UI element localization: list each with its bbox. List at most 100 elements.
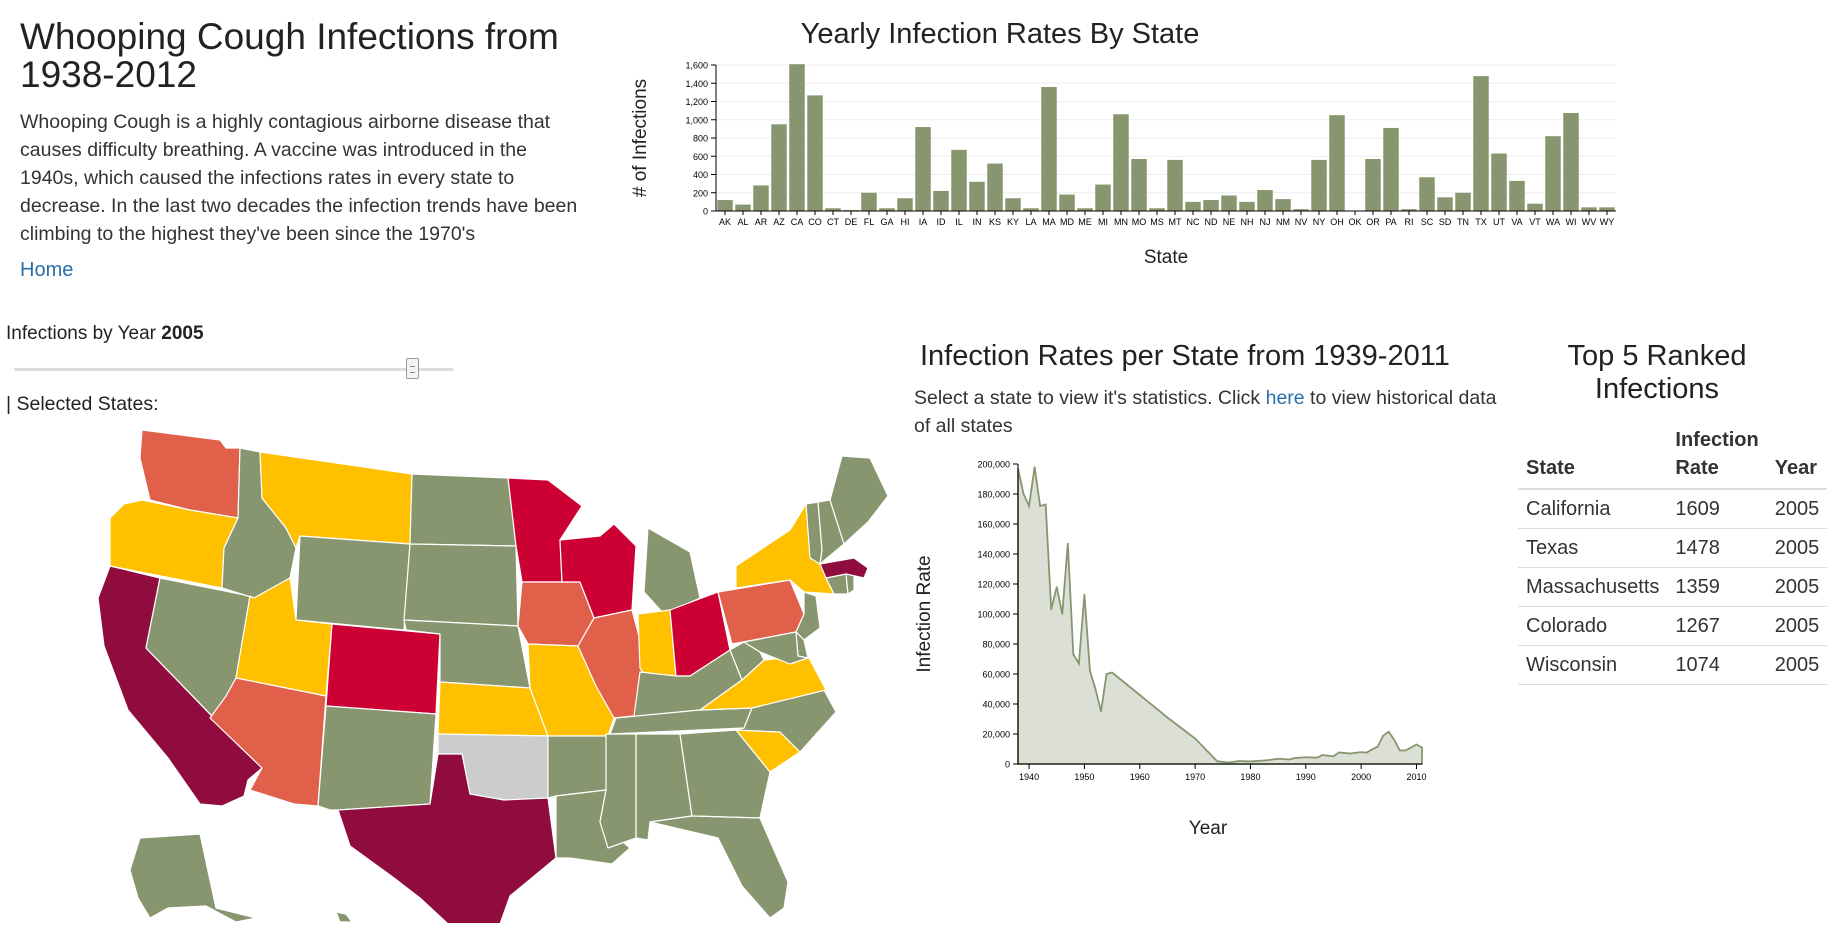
bar-WY[interactable]	[1599, 207, 1615, 211]
state-me[interactable]	[829, 455, 889, 545]
year-label-prefix: Infections by Year	[6, 323, 156, 344]
area-point	[1304, 756, 1307, 759]
area-point	[1393, 739, 1396, 741]
bar-KY[interactable]	[1005, 198, 1021, 211]
home-link[interactable]: Home	[20, 259, 74, 281]
area-point	[1382, 734, 1385, 737]
bar-NH[interactable]	[1239, 201, 1255, 211]
state-ms[interactable]	[599, 733, 637, 849]
state-co[interactable]	[325, 623, 441, 715]
bar-OH[interactable]	[1329, 115, 1345, 211]
bar-MO[interactable]	[1131, 158, 1147, 211]
bar-VT[interactable]	[1527, 203, 1543, 211]
bar-NJ[interactable]	[1257, 190, 1273, 211]
area-series[interactable]	[1017, 466, 1423, 765]
state-nd[interactable]	[409, 473, 517, 547]
state-hi[interactable]	[335, 911, 353, 923]
bar-y-tick-label: 1,200	[685, 97, 708, 107]
bar-VA[interactable]	[1509, 180, 1525, 211]
bar-ME[interactable]	[1077, 208, 1093, 211]
bar-NE[interactable]	[1221, 195, 1237, 211]
state-ia[interactable]	[517, 581, 595, 647]
state-md[interactable]	[743, 631, 809, 665]
bar-AR[interactable]	[753, 185, 769, 211]
area-point	[1028, 505, 1030, 507]
bar-RI[interactable]	[1401, 209, 1417, 211]
historical-data-link[interactable]: here	[1265, 387, 1305, 409]
state-ga[interactable]	[679, 729, 771, 819]
state-tx[interactable]	[337, 753, 557, 923]
state-wv[interactable]	[729, 641, 765, 681]
state-nm[interactable]	[317, 705, 437, 811]
bar-SC[interactable]	[1419, 177, 1435, 211]
state-wy[interactable]	[295, 535, 411, 631]
state-nh[interactable]	[817, 499, 845, 565]
bar-AK[interactable]	[717, 200, 733, 211]
bar-KS[interactable]	[987, 163, 1003, 211]
bar-TX[interactable]	[1473, 76, 1489, 211]
bar-GA[interactable]	[879, 208, 895, 211]
cell-state: Texas	[1518, 528, 1668, 568]
header-infection-rate: Infection Rate	[1667, 420, 1767, 490]
bar-MD[interactable]	[1059, 194, 1075, 211]
top5-header-row: State Infection Rate Year	[1518, 420, 1828, 490]
line-y-tick-label: 20,000	[982, 730, 1010, 740]
bar-AZ[interactable]	[771, 124, 787, 211]
bar-MN[interactable]	[1113, 114, 1129, 211]
bar-MA[interactable]	[1041, 86, 1057, 211]
bar-x-tick-label: OK	[1348, 217, 1361, 227]
state-ar[interactable]	[547, 735, 609, 799]
bar-HI[interactable]	[897, 198, 913, 211]
bar-SD[interactable]	[1437, 197, 1453, 211]
state-ak[interactable]	[129, 833, 257, 923]
bar-x-tick-label: MD	[1060, 217, 1074, 227]
bar-MT[interactable]	[1167, 159, 1183, 211]
state-fl[interactable]	[649, 815, 789, 919]
year-slider[interactable]	[14, 358, 454, 382]
bar-x-tick-label: NE	[1223, 217, 1236, 227]
state-in[interactable]	[637, 609, 677, 681]
bar-NV[interactable]	[1293, 209, 1309, 211]
bar-FL[interactable]	[861, 192, 877, 211]
slider-handle[interactable]	[406, 358, 420, 379]
bar-ND[interactable]	[1203, 200, 1219, 211]
bar-IL[interactable]	[951, 149, 967, 211]
bar-y-tick-label: 1,600	[685, 61, 708, 71]
bar-x-tick-label: MT	[1169, 217, 1182, 227]
state-ma[interactable]	[819, 557, 869, 579]
bar-IA[interactable]	[915, 127, 931, 211]
bar-NY[interactable]	[1311, 159, 1327, 211]
area-point	[1321, 754, 1324, 756]
bar-WI[interactable]	[1563, 112, 1579, 211]
bar-UT[interactable]	[1491, 153, 1507, 211]
year-value: 2005	[161, 323, 204, 344]
area-point	[1238, 760, 1241, 762]
bar-ID[interactable]	[933, 190, 949, 211]
bar-x-tick-label: SC	[1421, 217, 1434, 227]
bar-AL[interactable]	[735, 204, 751, 211]
bar-WV[interactable]	[1581, 207, 1597, 211]
bar-CA[interactable]	[789, 64, 805, 212]
bar-NM[interactable]	[1275, 199, 1291, 211]
bar-MS[interactable]	[1149, 208, 1165, 211]
state-ri[interactable]	[845, 573, 855, 595]
bar-CO[interactable]	[807, 95, 823, 211]
area-point	[1111, 671, 1113, 674]
bar-PA[interactable]	[1383, 127, 1399, 211]
bar-OR[interactable]	[1365, 158, 1381, 211]
line-x-tick-label: 1950	[1074, 772, 1094, 782]
bar-CT[interactable]	[825, 208, 841, 211]
cell-state: California	[1518, 489, 1668, 529]
bar-MI[interactable]	[1095, 184, 1111, 211]
bar-TN[interactable]	[1455, 192, 1471, 211]
state-mi[interactable]	[643, 527, 701, 615]
slider-track[interactable]	[14, 368, 454, 371]
bar-WA[interactable]	[1545, 136, 1561, 211]
bar-NC[interactable]	[1185, 201, 1201, 211]
area-point	[1094, 688, 1097, 690]
bar-LA[interactable]	[1023, 208, 1039, 211]
table-row: Wisconsin 1074 2005	[1518, 645, 1828, 685]
year-label: Infections by Year 2005	[6, 323, 204, 345]
bar-IN[interactable]	[969, 181, 985, 211]
state-sd[interactable]	[403, 543, 519, 627]
